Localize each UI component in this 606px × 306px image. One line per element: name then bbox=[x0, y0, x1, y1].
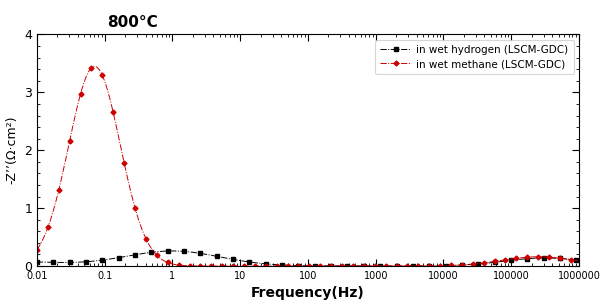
in wet methane (LSCM-GDC) bbox=[553, 256, 561, 260]
Line: in wet methane (LSCM-GDC): in wet methane (LSCM-GDC) bbox=[35, 65, 581, 268]
in wet hydrogen (LSCM-GDC) bbox=[170, 249, 177, 253]
in wet hydrogen (LSCM-GDC) bbox=[553, 256, 561, 260]
in wet methane (LSCM-GDC) bbox=[534, 255, 542, 259]
X-axis label: Frequency(Hz): Frequency(Hz) bbox=[251, 286, 365, 300]
in wet methane (LSCM-GDC) bbox=[279, 264, 286, 268]
in wet hydrogen (LSCM-GDC) bbox=[33, 260, 41, 264]
Y-axis label: -Z’’(Ω·cm²): -Z’’(Ω·cm²) bbox=[5, 116, 19, 185]
in wet hydrogen (LSCM-GDC) bbox=[371, 264, 378, 268]
in wet methane (LSCM-GDC) bbox=[55, 188, 62, 192]
in wet methane (LSCM-GDC) bbox=[575, 259, 582, 263]
in wet hydrogen (LSCM-GDC) bbox=[534, 256, 542, 260]
Text: 800°C: 800°C bbox=[107, 15, 158, 30]
in wet hydrogen (LSCM-GDC) bbox=[181, 250, 188, 253]
Legend: in wet hydrogen (LSCM-GDC), in wet methane (LSCM-GDC): in wet hydrogen (LSCM-GDC), in wet metha… bbox=[375, 40, 574, 74]
in wet methane (LSCM-GDC) bbox=[90, 65, 98, 68]
in wet methane (LSCM-GDC) bbox=[33, 248, 41, 252]
Line: in wet hydrogen (LSCM-GDC): in wet hydrogen (LSCM-GDC) bbox=[35, 249, 581, 268]
in wet hydrogen (LSCM-GDC) bbox=[66, 261, 73, 264]
in wet hydrogen (LSCM-GDC) bbox=[55, 261, 62, 264]
in wet hydrogen (LSCM-GDC) bbox=[134, 252, 141, 256]
in wet methane (LSCM-GDC) bbox=[181, 264, 188, 267]
in wet methane (LSCM-GDC) bbox=[137, 223, 144, 227]
in wet methane (LSCM-GDC) bbox=[66, 139, 73, 143]
in wet hydrogen (LSCM-GDC) bbox=[575, 259, 582, 262]
